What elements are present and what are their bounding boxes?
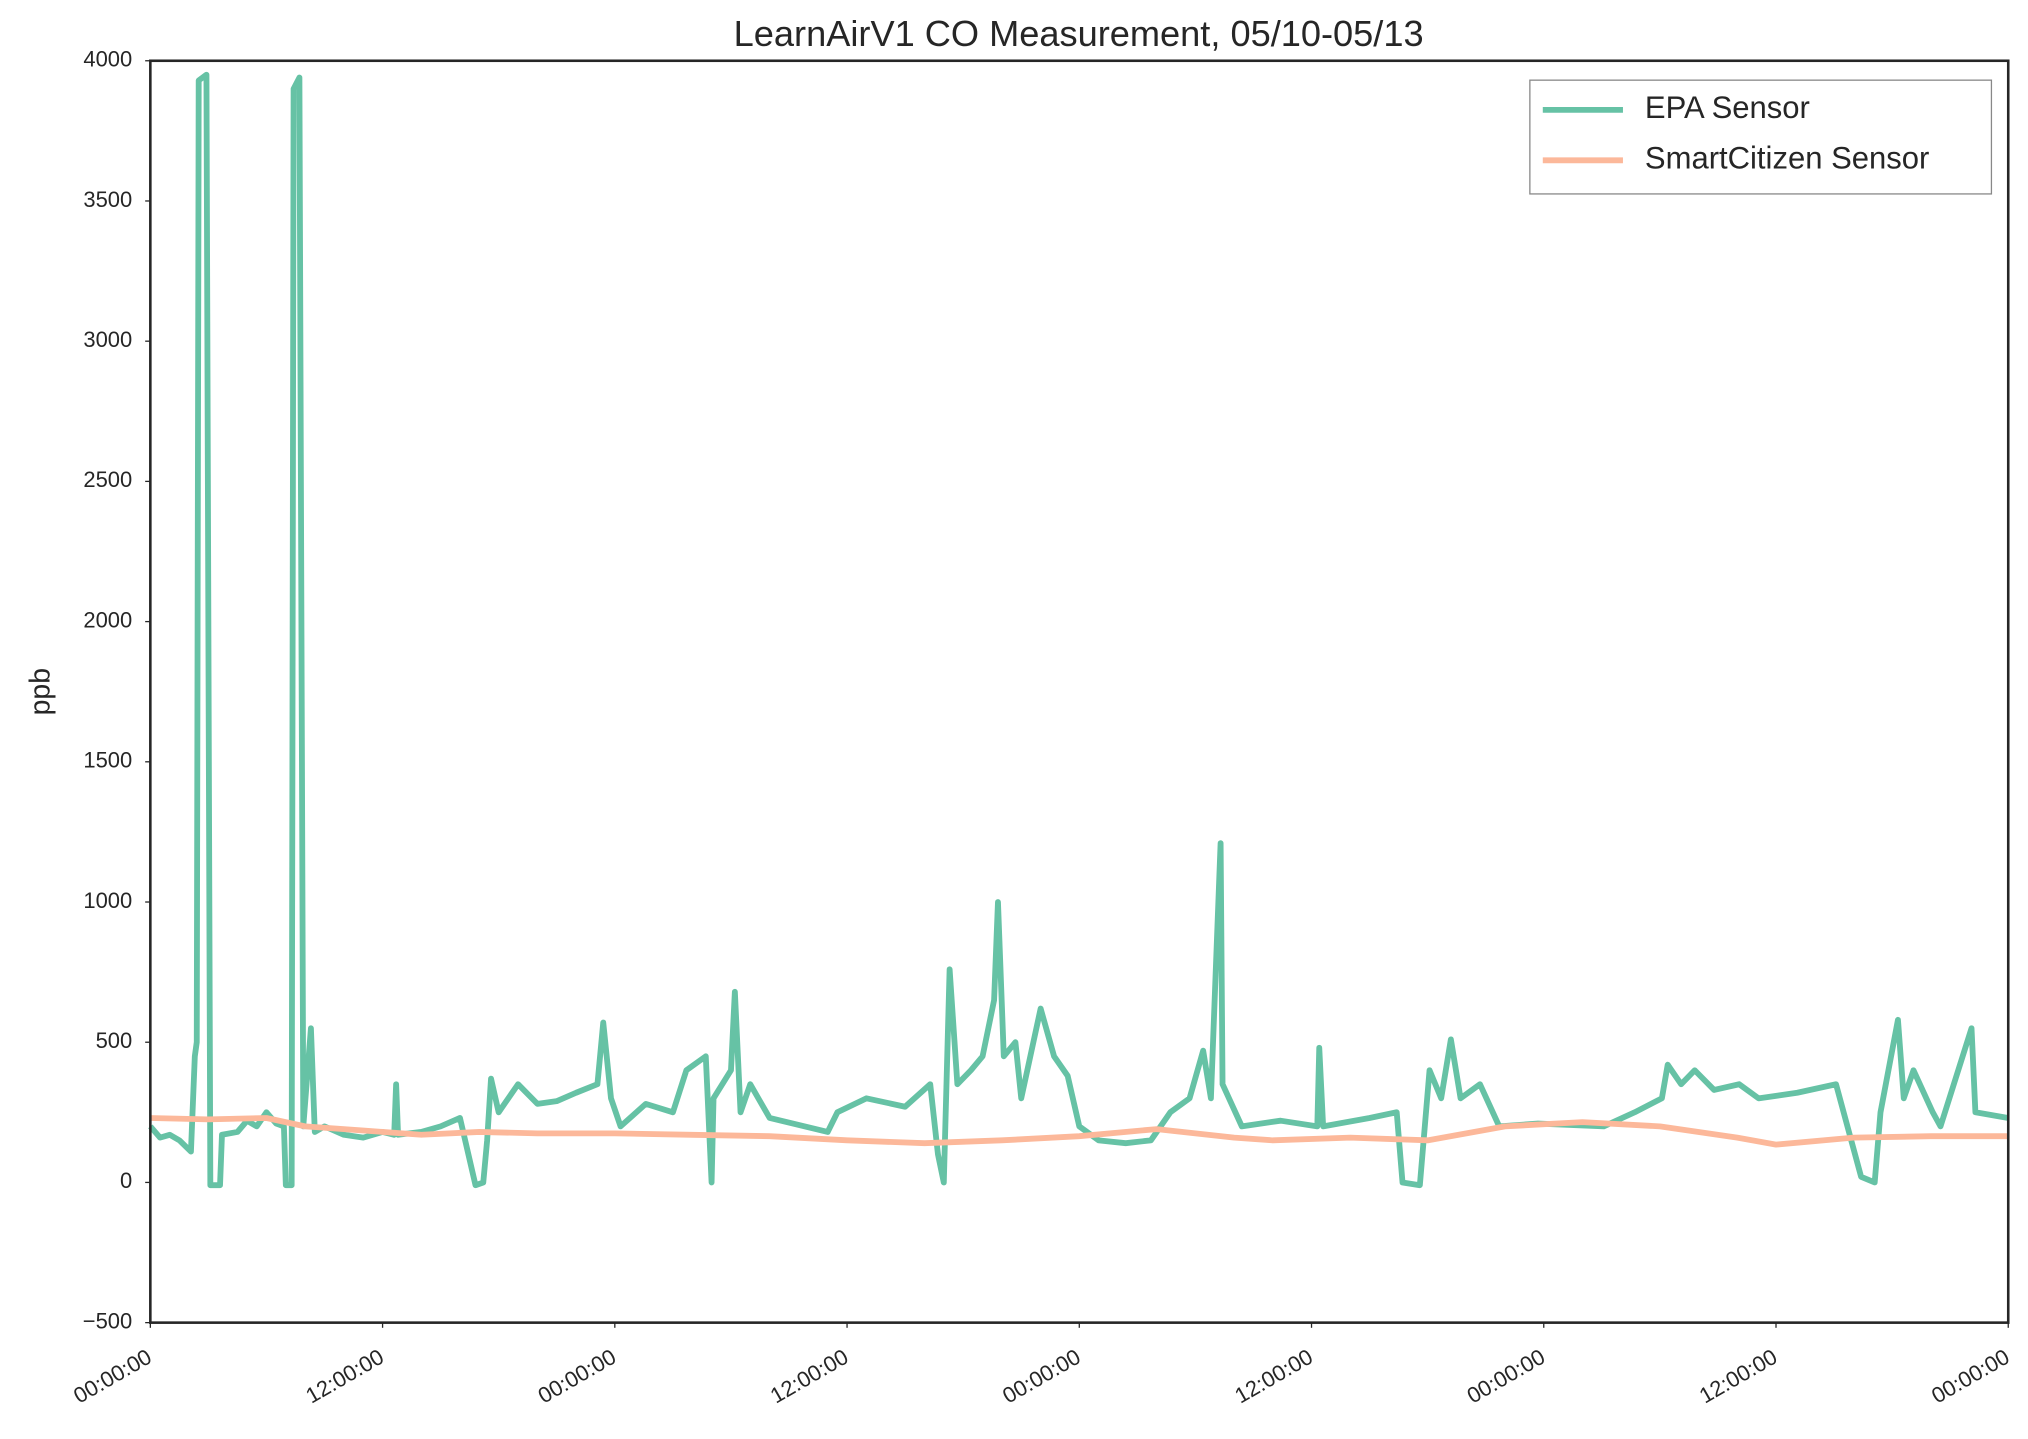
chart-title: LearnAirV1 CO Measurement, 05/10-05/13 bbox=[734, 13, 1424, 54]
x-tick-label: 12:00:00 bbox=[1695, 1344, 1782, 1408]
y-tick-label: 500 bbox=[96, 1028, 133, 1053]
y-tick-label: 0 bbox=[120, 1168, 132, 1193]
plot-area bbox=[148, 71, 2009, 1189]
y-tick-label: 1000 bbox=[83, 888, 132, 913]
series-line bbox=[148, 71, 2009, 1189]
series-line bbox=[150, 1115, 2009, 1148]
y-tick-label: 2000 bbox=[83, 607, 132, 632]
legend-label: SmartCitizen Sensor bbox=[1645, 141, 1929, 176]
y-tick-label: 4000 bbox=[83, 47, 132, 72]
x-tick-label: 12:00:00 bbox=[1230, 1344, 1317, 1408]
x-tick-label: 12:00:00 bbox=[301, 1344, 388, 1408]
y-tick-label: 1500 bbox=[83, 748, 132, 773]
x-tick-label: 12:00:00 bbox=[766, 1344, 853, 1408]
y-tick-label: 2500 bbox=[83, 467, 132, 492]
legend-box bbox=[1529, 79, 1993, 195]
x-tick-label: 00:00:00 bbox=[534, 1344, 621, 1408]
y-tick-label: −500 bbox=[83, 1308, 132, 1333]
y-tick-label: 3000 bbox=[83, 327, 132, 352]
x-tick-label: 00:00:00 bbox=[1927, 1344, 2014, 1408]
legend-label: EPA Sensor bbox=[1645, 90, 1810, 125]
x-tick-label: 00:00:00 bbox=[998, 1344, 1085, 1408]
x-tick-label: 00:00:00 bbox=[69, 1344, 156, 1408]
x-tick-label: 00:00:00 bbox=[1463, 1344, 1550, 1408]
y-axis-label: ppb bbox=[24, 668, 56, 715]
y-tick-label: 3500 bbox=[83, 187, 132, 212]
